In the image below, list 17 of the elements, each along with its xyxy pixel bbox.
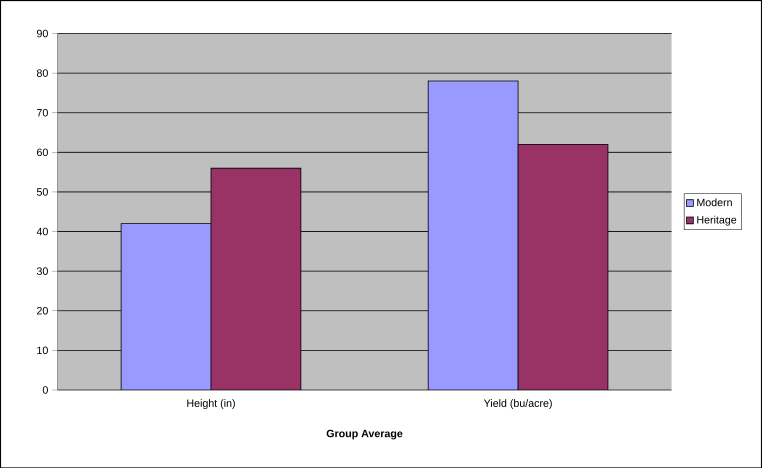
y-tick-label: 60 xyxy=(37,148,48,156)
x-axis-title: Group Average xyxy=(326,430,402,440)
y-tick-label: 50 xyxy=(36,188,48,196)
y-tick-label: 20 xyxy=(37,306,48,314)
bar xyxy=(518,144,608,390)
y-tick-label: 10 xyxy=(37,346,48,354)
y-tick-label: 80 xyxy=(36,69,48,77)
bar xyxy=(210,168,302,390)
x-tick-label: Yield (bu/acre) xyxy=(484,398,552,409)
y-tick-label: 70 xyxy=(37,108,48,116)
y-tick-label: 30 xyxy=(36,267,48,275)
legend-label: Modern xyxy=(697,198,732,206)
y-tick-label: 40 xyxy=(36,228,48,236)
legend-label: Heritage xyxy=(697,216,736,226)
y-tick-label: 90 xyxy=(36,30,48,38)
y-tick-label: 0 xyxy=(42,386,48,394)
x-tick-label: Height (in) xyxy=(187,398,235,409)
